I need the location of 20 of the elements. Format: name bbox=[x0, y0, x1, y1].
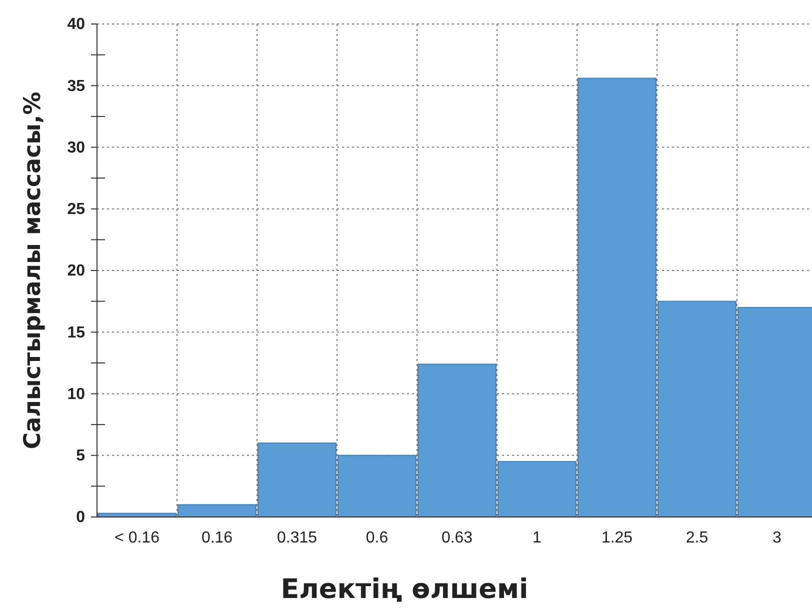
x-tick-label: 1.25 bbox=[601, 529, 633, 546]
x-tick-label: 0.315 bbox=[276, 529, 318, 546]
y-tick-label: 0 bbox=[76, 509, 86, 526]
x-tick-label: < 0.16 bbox=[114, 529, 160, 546]
x-tick-label: 1 bbox=[532, 529, 542, 546]
x-axis-title: Електің өлшемі bbox=[280, 574, 528, 605]
y-tick-label: 5 bbox=[76, 447, 86, 464]
y-tick-label: 30 bbox=[67, 139, 86, 156]
y-axis-title: Салыстырмалы массасы,% bbox=[20, 92, 46, 450]
x-tick-label: 0.63 bbox=[441, 529, 473, 546]
y-tick-label: 40 bbox=[67, 16, 86, 34]
y-tick-label: 25 bbox=[67, 200, 86, 218]
x-tick-label: 3 bbox=[772, 529, 782, 546]
y-tick-label: 15 bbox=[67, 324, 86, 342]
y-tick-label: 20 bbox=[67, 262, 86, 280]
x-tick-label: 0.16 bbox=[201, 529, 233, 546]
y-tick-label: 10 bbox=[67, 386, 86, 403]
x-tick-label: 0.6 bbox=[366, 529, 388, 546]
y-tick-label: 35 bbox=[67, 78, 86, 95]
x-tick-label: 2.5 bbox=[686, 529, 708, 546]
